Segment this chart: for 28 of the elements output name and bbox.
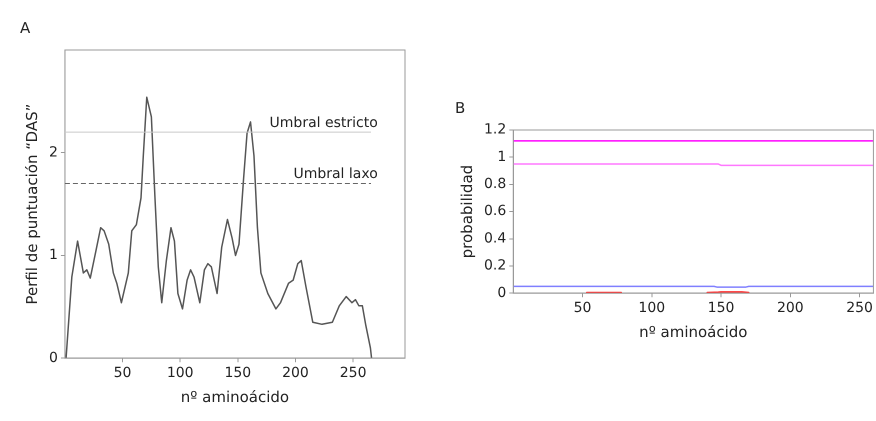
x-tick-label: 200 (776, 300, 804, 316)
x-tick-label: 100 (166, 365, 194, 382)
y-axis-title: Perfil de puntuación “DAS” (22, 104, 41, 305)
x-tick-label: 100 (638, 300, 666, 316)
x-tick-label: 250 (846, 300, 873, 316)
y-axis-title: probabilidad (458, 164, 476, 258)
y-tick-label: 0 (497, 284, 506, 301)
y-tick-label: 0.6 (484, 203, 506, 220)
y-tick-label: 0 (48, 350, 58, 366)
y-tick-label: 0.4 (484, 230, 506, 246)
y-tick-label: 2 (48, 144, 58, 160)
x-tick-label: 200 (282, 365, 309, 382)
y-tick-label: 1 (48, 247, 58, 264)
chart-title: A (20, 18, 31, 37)
x-tick-label: 250 (340, 365, 366, 382)
y-tick-label: 1.2 (484, 122, 506, 138)
y-tick-label: 0.2 (484, 258, 506, 274)
chart-title: B (455, 98, 466, 117)
ref-line-label: Umbral estricto (270, 114, 378, 131)
x-tick-label: 150 (224, 365, 252, 382)
x-axis-title: nº aminoácido (180, 388, 290, 406)
x-tick-label: 150 (708, 300, 734, 316)
x-tick-label: 50 (114, 365, 132, 382)
x-tick-label: 50 (574, 300, 592, 316)
y-tick-label: 0.8 (484, 176, 506, 192)
y-tick-label: 1 (497, 148, 506, 165)
x-axis-title: nº aminoácido (639, 322, 748, 341)
ref-line-label: Umbral laxo (293, 166, 378, 182)
